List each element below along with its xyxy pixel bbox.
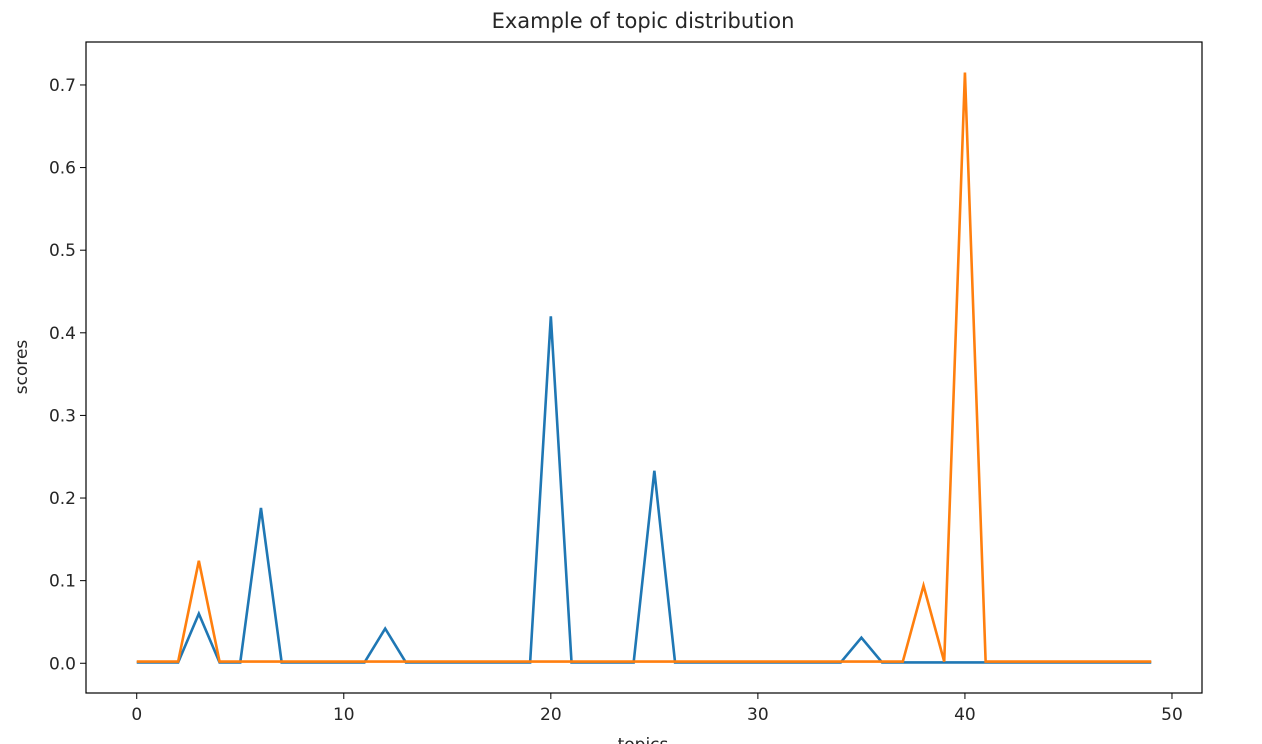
y-tick-label: 0.3 <box>49 406 76 426</box>
x-tick-label: 50 <box>1161 705 1183 725</box>
y-axis-label: scores <box>12 340 32 395</box>
y-tick-label: 0.4 <box>49 324 76 344</box>
chart-title: Example of topic distribution <box>492 9 795 33</box>
y-tick-label: 0.2 <box>49 489 76 509</box>
x-tick-label: 40 <box>954 705 976 725</box>
plot-area <box>85 41 1203 694</box>
y-tick-label: 0.5 <box>49 241 76 261</box>
y-tick-label: 0.7 <box>49 76 76 96</box>
y-tick-label: 0.6 <box>49 159 76 179</box>
series-line-1 <box>136 316 1152 664</box>
x-tick-label: 0 <box>131 705 142 725</box>
x-axis-label: topics <box>618 735 669 744</box>
x-tick-label: 10 <box>333 705 355 725</box>
series-line-2 <box>136 72 1152 663</box>
x-axis: 0 10 20 30 40 50 <box>131 693 1183 725</box>
y-tick-label: 0.0 <box>49 654 76 674</box>
x-tick-label: 20 <box>540 705 562 725</box>
series-layer <box>136 72 1152 664</box>
y-axis: 0.0 0.1 0.2 0.3 0.4 0.5 0.6 0.7 <box>49 76 86 674</box>
x-tick-label: 30 <box>747 705 769 725</box>
y-tick-label: 0.1 <box>49 572 76 592</box>
